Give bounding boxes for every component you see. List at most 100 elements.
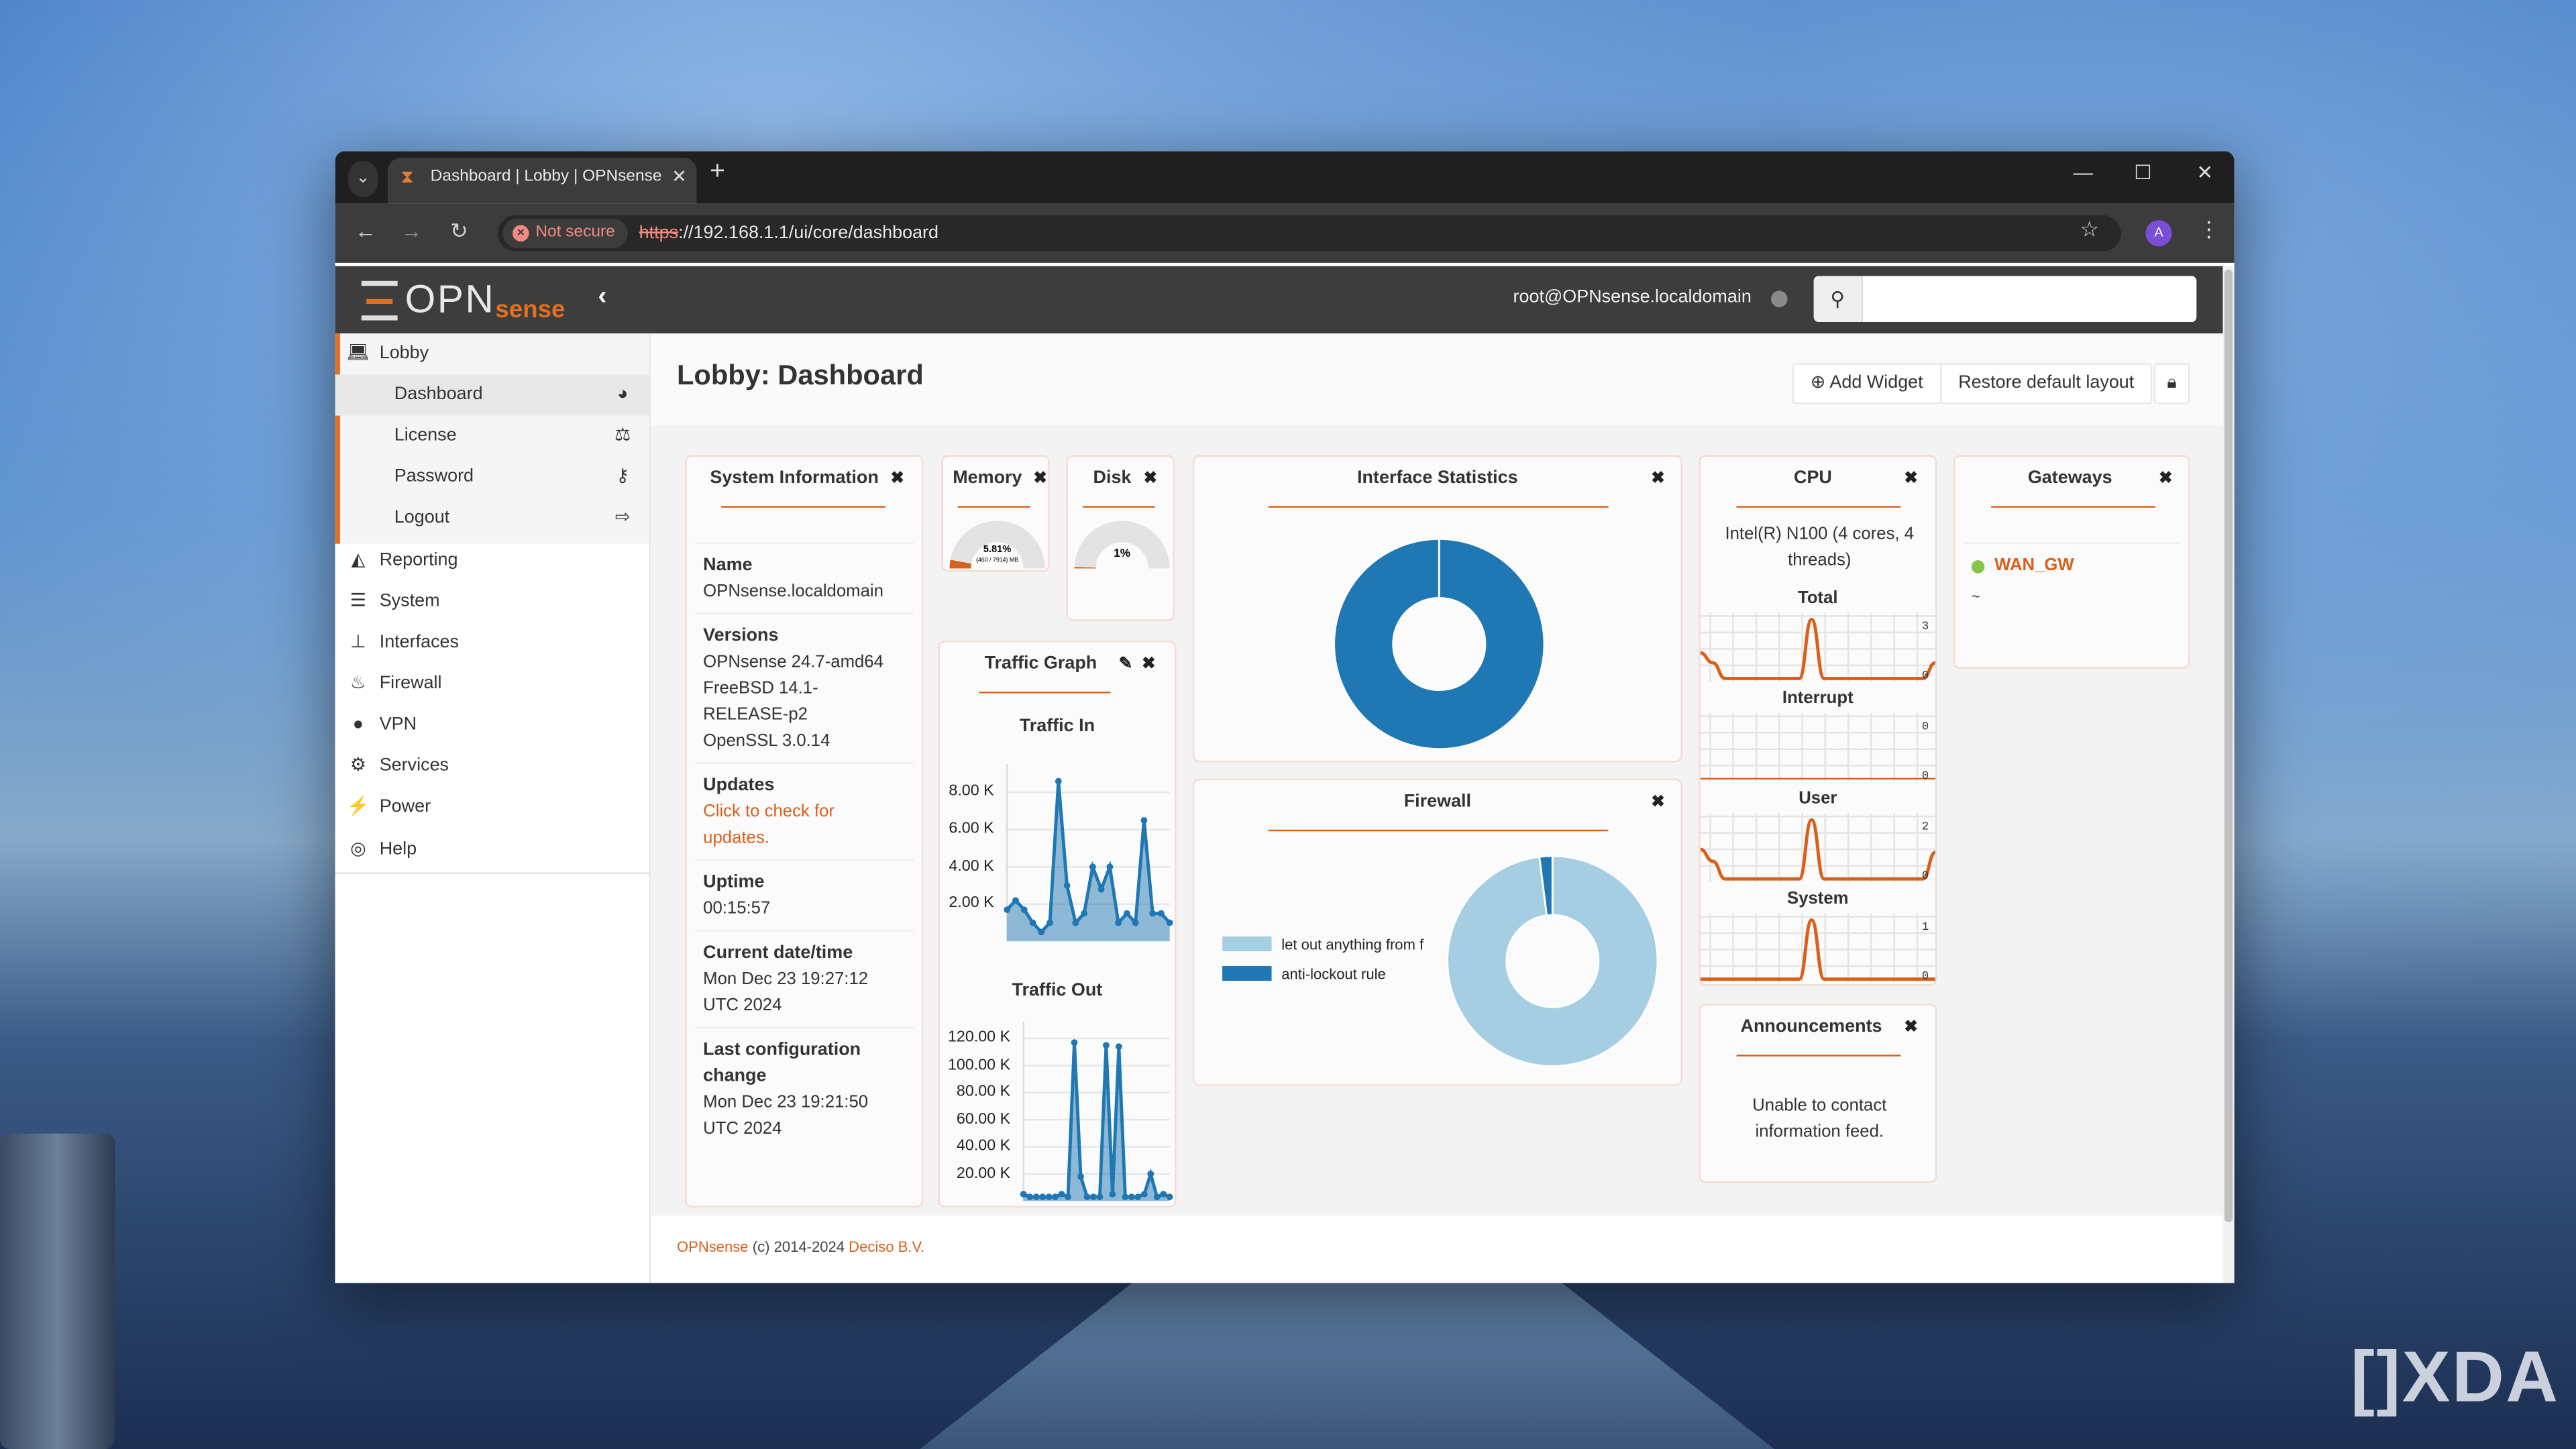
data-point xyxy=(1122,1193,1129,1201)
y-min-label: 0 xyxy=(1922,971,1929,983)
close-widget-icon[interactable]: ✖ xyxy=(1142,655,1156,674)
firewall-pie xyxy=(1446,855,1659,1067)
opnsense-logo[interactable]: OPNsense xyxy=(361,278,565,324)
data-point xyxy=(1097,885,1105,893)
tab-list-button[interactable]: ⌄ xyxy=(348,161,378,197)
reload-icon[interactable]: ↻ xyxy=(450,218,468,244)
plus-circle-icon: ⊕ xyxy=(1810,372,1830,393)
lobby-section xyxy=(335,333,649,544)
search-input[interactable] xyxy=(1864,276,2194,323)
edit-widget-icon[interactable]: ✎ xyxy=(1118,655,1133,674)
widget-disk: Disk ✖ 1% xyxy=(1066,455,1175,621)
back-icon[interactable]: ← xyxy=(354,218,376,244)
browser-tab-active[interactable]: ⧗ Dashboard | Lobby | OPNsense ✕ xyxy=(387,158,697,204)
firewall-legend: let out anything from f anti-lockout rule xyxy=(1222,936,1452,996)
sidebar-item-lobby[interactable]: 💻︎ Lobby xyxy=(335,333,649,374)
close-widget-icon[interactable]: ✖ xyxy=(1904,470,1918,488)
y-tick-label: 8.00 K xyxy=(949,782,994,801)
sidebar-item-interfaces[interactable]: ⊥ Interfaces xyxy=(335,623,649,663)
system-info-body: Name OPNsense.localdomain Versions OPNse… xyxy=(694,542,914,1150)
sidebar-item-reporting[interactable]: ◭ Reporting xyxy=(335,541,649,582)
restore-layout-button[interactable]: Restore default layout xyxy=(1940,363,2153,405)
legend-label: let out anything from f xyxy=(1281,936,1424,953)
maximize-button[interactable]: ☐ xyxy=(2134,161,2152,184)
data-point xyxy=(1160,1191,1167,1198)
sidebar-item-logout[interactable]: Logout ⇨ xyxy=(335,498,649,539)
lock-layout-button[interactable]: 🔒︎ xyxy=(2153,363,2190,405)
opnsense-favicon: ⧗ xyxy=(400,167,414,188)
gateway-detail: ~ xyxy=(1971,588,1980,605)
datetime-label: Current date/time xyxy=(703,943,853,963)
name-section: Name OPNsense.localdomain xyxy=(694,542,914,612)
close-tab-icon[interactable]: ✕ xyxy=(672,167,687,188)
bookmark-star-icon[interactable]: ☆ xyxy=(2080,217,2099,242)
legend-label: anti-lockout rule xyxy=(1281,966,1386,983)
close-widget-icon[interactable]: ✖ xyxy=(1143,470,1158,488)
sidebar-item-power[interactable]: ⚡ Power xyxy=(335,787,649,828)
close-widget-icon[interactable]: ✖ xyxy=(1904,1018,1918,1037)
footer-copyright: (c) 2014-2024 xyxy=(752,1238,845,1256)
close-widget-icon[interactable]: ✖ xyxy=(890,470,904,488)
cpu-model: Intel(R) N100 (4 cores, 4 threads) xyxy=(1725,524,1915,570)
cpu-chart-title: System xyxy=(1787,888,1849,909)
close-widget-icon[interactable]: ✖ xyxy=(2158,470,2173,488)
memory-gauge xyxy=(949,521,1045,569)
cpu_user-chart: 20 xyxy=(1700,813,1935,882)
data-point xyxy=(1020,906,1028,913)
security-chip[interactable]: × Not secure xyxy=(502,218,629,248)
sidebar-item-label: Reporting xyxy=(379,550,458,570)
sidebar-item-license[interactable]: License ⚖ xyxy=(335,416,649,457)
data-point xyxy=(1055,777,1062,785)
legend-item[interactable]: anti-lockout rule xyxy=(1222,966,1436,996)
data-point xyxy=(1149,910,1157,917)
close-window-button[interactable]: ✕ xyxy=(2196,161,2213,184)
minimize-button[interactable]: — xyxy=(2073,161,2094,184)
url-rest: ://192.168.1.1/ui/core/dashboard xyxy=(678,223,939,244)
check-updates-link[interactable]: Click to check for updates. xyxy=(703,802,835,848)
sidebar-item-label: Services xyxy=(379,755,449,775)
disk-gauge xyxy=(1074,521,1170,569)
dashboard-icon: ◕ xyxy=(617,384,629,405)
sidebar-item-services[interactable]: ⚙ Services xyxy=(335,746,649,787)
omnibox[interactable]: × Not secure https://192.168.1.1/ui/core/… xyxy=(498,215,2121,252)
page-scrollbar[interactable] xyxy=(2222,266,2235,1283)
legend-item[interactable]: let out anything from f xyxy=(1222,936,1436,966)
data-point xyxy=(1071,1039,1078,1046)
browser-menu-icon[interactable]: ⋮ xyxy=(2198,217,2220,242)
cpu-chart-title: Interrupt xyxy=(1782,688,1854,708)
footer-brand-link[interactable]: OPNsense xyxy=(676,1238,749,1256)
close-widget-icon[interactable]: ✖ xyxy=(1033,470,1047,488)
search-icon[interactable]: ⚲ xyxy=(1813,276,1864,323)
forward-icon[interactable]: → xyxy=(400,218,423,244)
uptime-label: Uptime xyxy=(703,872,765,892)
collapse-sidebar-icon[interactable]: ‹ xyxy=(598,282,607,311)
sidebar-item-help[interactable]: ◎ Help xyxy=(335,830,649,871)
sidebar-item-dashboard[interactable]: Dashboard ◕ xyxy=(335,374,649,416)
traffic-out-title: Traffic Out xyxy=(1012,981,1103,1001)
sidebar-item-system[interactable]: ☰ System xyxy=(335,582,649,623)
scrollbar-thumb[interactable] xyxy=(2224,269,2233,1223)
data-point xyxy=(1166,919,1173,926)
url-text[interactable]: https://192.168.1.1/ui/core/dashboard xyxy=(639,215,938,252)
widget-announcements: Announcements ✖ Unable to contact inform… xyxy=(1699,1004,1937,1183)
data-point xyxy=(1132,919,1139,926)
announcement-message: Unable to contact information feed. xyxy=(1752,1095,1887,1142)
firewall-slice xyxy=(1446,855,1659,1067)
last-config-section: Last configuration change Mon Dec 23 19:… xyxy=(694,1026,914,1150)
footer-company-link[interactable]: Deciso B.V. xyxy=(849,1238,925,1256)
gateway-name[interactable]: WAN_GW xyxy=(1994,555,2074,576)
add-widget-button[interactable]: ⊕ Add Widget xyxy=(1792,363,1941,405)
close-widget-icon[interactable]: ✖ xyxy=(1651,793,1665,812)
sidebar-item-password[interactable]: Password ⚷ xyxy=(335,457,649,498)
sidebar-item-firewall[interactable]: ♨ Firewall xyxy=(335,663,649,704)
profile-avatar[interactable]: A xyxy=(2145,220,2172,247)
datetime-section: Current date/time Mon Dec 23 19:27:12 UT… xyxy=(694,930,914,1026)
lock-icon: 🔒︎ xyxy=(2167,372,2177,393)
new-tab-button[interactable]: + xyxy=(709,158,725,186)
user-label[interactable]: root@OPNsense.localdomain xyxy=(1513,287,1752,307)
sidebar-item-vpn[interactable]: ● VPN xyxy=(335,705,649,746)
status-dot[interactable] xyxy=(1771,290,1788,307)
y-min-label: 0 xyxy=(1922,669,1929,682)
data-point xyxy=(1045,1193,1053,1201)
close-widget-icon[interactable]: ✖ xyxy=(1651,470,1665,488)
